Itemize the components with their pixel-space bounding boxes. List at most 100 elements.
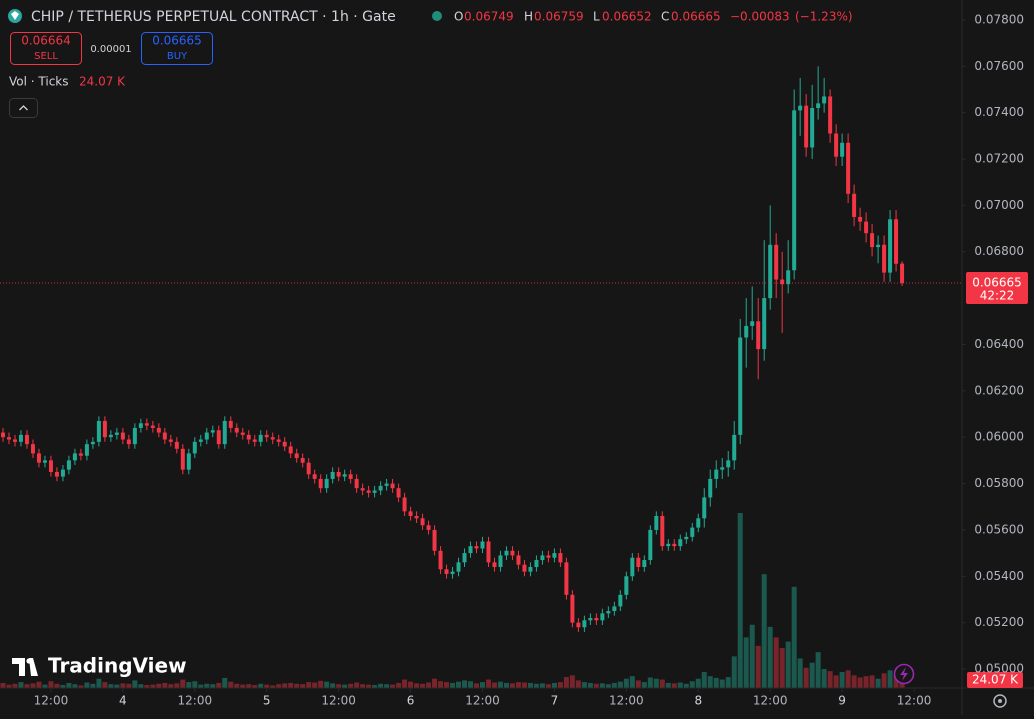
candle-body	[714, 469, 719, 479]
volume-bar	[138, 684, 144, 688]
volume-bar	[533, 683, 539, 688]
candle-body	[426, 525, 431, 530]
volume-bar	[234, 683, 240, 688]
volume-bar	[749, 624, 755, 688]
volume-bar	[827, 671, 833, 688]
volume-bar	[695, 678, 701, 688]
y-tick-label: 0.06400	[974, 337, 1024, 351]
candle-body	[294, 453, 299, 459]
volume-bar	[210, 684, 216, 688]
volume-bar	[258, 683, 264, 688]
candle-body	[816, 103, 821, 109]
candle-body	[228, 420, 233, 428]
legend-change: −0.00083	[730, 10, 790, 24]
candle-body	[780, 279, 785, 285]
candle-body	[84, 444, 89, 456]
volume-bar	[587, 682, 593, 688]
candle-body	[210, 430, 215, 433]
candle-body	[420, 518, 425, 526]
candle-body	[132, 427, 137, 445]
candle-body	[690, 527, 695, 537]
candle-body	[276, 439, 281, 442]
volume-bar	[839, 671, 845, 688]
y-tick-label: 0.05200	[974, 615, 1024, 629]
candle-body	[6, 437, 11, 440]
volume-bar	[282, 683, 288, 688]
volume-bar	[701, 671, 707, 688]
candle-body	[252, 439, 257, 442]
candle-body	[300, 458, 305, 463]
candle-body	[246, 434, 251, 440]
candle-body	[594, 617, 599, 621]
volume-bar	[707, 676, 713, 688]
candle-body	[570, 594, 575, 623]
volume-bar	[875, 678, 881, 688]
candle-body	[894, 219, 899, 264]
volume-bar	[713, 677, 719, 688]
volume-bar	[204, 683, 210, 688]
volume-bar	[132, 680, 138, 688]
y-tick-label: 0.06000	[974, 430, 1024, 444]
chart-title[interactable]: CHIP / TETHERUS PERPETUAL CONTRACT · 1h …	[31, 9, 396, 25]
candle-body	[360, 488, 365, 491]
volume-bar	[126, 683, 132, 688]
volume-bar	[521, 682, 527, 688]
candle-body	[504, 550, 509, 556]
volume-bar	[312, 682, 318, 688]
volume-bar	[462, 680, 468, 688]
candle-body	[372, 490, 377, 493]
volume-bar	[683, 683, 689, 688]
candle-body	[732, 434, 737, 461]
candle-body	[222, 420, 227, 445]
volume-bar	[414, 683, 420, 688]
candle-body	[366, 490, 371, 493]
collapse-button[interactable]	[9, 98, 38, 118]
volume-bar	[186, 682, 192, 688]
candle-body	[738, 337, 743, 435]
volume-bar	[767, 626, 773, 688]
candle-body	[684, 536, 689, 540]
x-tick-label: 7	[551, 694, 559, 708]
volume-bar	[438, 681, 444, 688]
sell-button[interactable]	[10, 32, 82, 65]
candle-body	[48, 460, 53, 472]
volume-bar	[785, 641, 791, 688]
buy-button[interactable]	[141, 32, 213, 65]
candle-body	[612, 606, 617, 612]
candle-body	[384, 483, 389, 486]
volume-bar	[78, 685, 84, 688]
volume-bar	[102, 682, 108, 688]
volume-bar	[240, 684, 246, 688]
volume-bar	[354, 682, 360, 688]
legend-change-pct: (−1.23%)	[795, 10, 853, 24]
x-tick-label: 5	[263, 694, 271, 708]
volume-bar	[228, 681, 234, 688]
volume-bar	[755, 645, 761, 688]
candle-body	[870, 233, 875, 248]
candle-body	[318, 478, 323, 489]
volume-bar	[246, 684, 252, 688]
brand: TradingView	[48, 654, 187, 678]
x-tick-label: 8	[694, 694, 702, 708]
x-tick-label: 12:00	[897, 694, 932, 708]
volume-bar	[569, 675, 575, 688]
volume-bar	[797, 658, 803, 688]
x-tick-label: 12:00	[178, 694, 213, 708]
volume-bar	[851, 675, 857, 688]
candle-body	[168, 439, 173, 442]
volume-bar	[294, 683, 300, 688]
volume-bar	[378, 683, 384, 688]
candle-body	[768, 244, 773, 299]
candle-body	[324, 478, 329, 489]
candle-body	[762, 298, 767, 350]
volume-bar	[474, 683, 480, 688]
settings-icon[interactable]	[993, 694, 1007, 708]
candle-body	[480, 541, 485, 549]
candle-body	[756, 321, 761, 350]
candle-body	[144, 423, 149, 426]
candle-body	[288, 446, 293, 454]
y-tick-label: 0.05800	[974, 476, 1024, 490]
volume-bar	[491, 682, 497, 688]
candle-body	[0, 432, 5, 438]
brand-logo	[12, 658, 38, 676]
